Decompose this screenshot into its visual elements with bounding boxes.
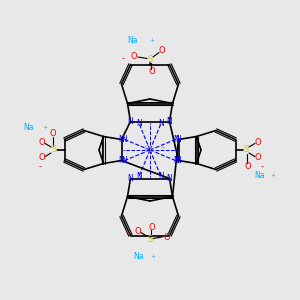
Text: N: N: [176, 135, 182, 144]
Text: S: S: [147, 56, 153, 64]
Text: O: O: [130, 52, 137, 62]
Text: -: -: [39, 162, 42, 171]
Text: S: S: [51, 146, 57, 154]
Text: +: +: [270, 173, 276, 178]
Text: O: O: [255, 138, 261, 147]
Text: O: O: [148, 68, 155, 76]
Text: +: +: [42, 125, 48, 130]
Text: O: O: [148, 224, 155, 232]
Text: Na: Na: [127, 36, 137, 45]
Text: O: O: [163, 232, 170, 242]
Text: +: +: [159, 146, 165, 152]
Text: N: N: [118, 135, 124, 144]
Text: -: -: [261, 162, 264, 171]
Text: N: N: [121, 156, 127, 165]
Text: +: +: [149, 38, 154, 43]
Text: +: +: [150, 254, 156, 259]
Text: N: N: [173, 156, 179, 165]
Text: N: N: [158, 119, 164, 128]
Text: O: O: [255, 153, 261, 162]
Text: Na: Na: [133, 252, 143, 261]
Text: N: N: [167, 174, 172, 183]
Text: O: O: [159, 46, 165, 56]
Text: Na: Na: [23, 123, 34, 132]
Text: O: O: [244, 162, 251, 171]
Text: N: N: [128, 174, 134, 183]
Text: N: N: [173, 135, 179, 144]
Text: N: N: [158, 172, 164, 181]
Text: -: -: [122, 54, 124, 63]
Text: Cu: Cu: [144, 146, 156, 154]
Text: O: O: [135, 226, 141, 236]
Text: S: S: [243, 146, 249, 154]
Text: Na: Na: [254, 171, 265, 180]
Text: N: N: [167, 117, 172, 126]
Text: -: -: [126, 228, 129, 237]
Text: S: S: [147, 236, 153, 244]
Text: N: N: [121, 135, 127, 144]
Text: N: N: [128, 117, 134, 126]
Text: N: N: [136, 172, 142, 181]
Text: O: O: [39, 153, 45, 162]
Text: O: O: [49, 129, 56, 138]
Text: N: N: [176, 156, 182, 165]
Text: N: N: [136, 119, 142, 128]
Text: O: O: [39, 138, 45, 147]
Text: N: N: [118, 156, 124, 165]
